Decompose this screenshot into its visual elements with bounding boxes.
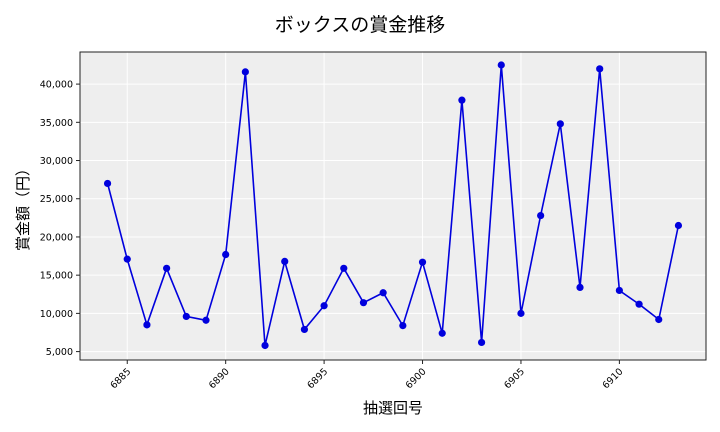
data-point [635, 300, 643, 308]
data-point [143, 321, 151, 329]
y-tick-label: 15,000 [40, 271, 73, 282]
y-tick-label: 10,000 [40, 309, 73, 320]
data-point [281, 257, 289, 266]
data-point [320, 302, 328, 310]
data-point [182, 312, 190, 321]
data-point [379, 289, 387, 297]
x-tick-label: 6895 [305, 366, 330, 391]
data-point [655, 315, 663, 324]
data-point [261, 341, 269, 350]
data-point-markers [103, 61, 683, 350]
data-point [615, 286, 623, 295]
y-tick-label: 35,000 [40, 118, 73, 129]
y-tick-label: 5,000 [46, 347, 73, 358]
x-tick-label: 6900 [404, 366, 429, 391]
y-tick-label: 30,000 [40, 156, 73, 167]
data-point [438, 329, 446, 337]
data-point [202, 316, 210, 324]
data-point [458, 96, 466, 104]
x-tick-label: 6905 [502, 366, 527, 391]
data-point [537, 211, 545, 220]
data-point [222, 250, 230, 259]
data-point [103, 179, 112, 188]
data-point [497, 61, 505, 69]
x-tick-label: 6885 [108, 366, 133, 391]
x-tick-label: 6890 [207, 366, 232, 391]
data-point [300, 325, 309, 334]
data-point [340, 264, 348, 272]
data-point [399, 322, 407, 330]
x-axis-label: 抽選回号 [363, 399, 423, 417]
x-tick-label: 6910 [601, 366, 626, 391]
data-point [241, 68, 249, 76]
data-point [359, 299, 368, 307]
data-point [596, 65, 604, 73]
y-axis-label: 賞金額（円） [14, 161, 32, 251]
y-tick-label: 25,000 [40, 194, 73, 205]
data-point [576, 283, 584, 291]
data-point [674, 221, 683, 230]
chart-title: ボックスの賞金推移 [274, 14, 446, 36]
data-point [517, 309, 525, 317]
data-point [477, 338, 486, 347]
y-tick-label: 40,000 [40, 80, 73, 91]
y-tick-label: 20,000 [40, 232, 73, 243]
data-point [163, 264, 171, 272]
data-point [556, 120, 564, 128]
data-point [418, 258, 427, 266]
x-axis-ticks: 6885 6890 6895 6900 6905 6910 [108, 360, 626, 391]
data-point [123, 255, 131, 263]
y-axis-ticks: 5,000 10,000 15,000 20,000 25,000 30,000 35,00… [40, 80, 80, 358]
